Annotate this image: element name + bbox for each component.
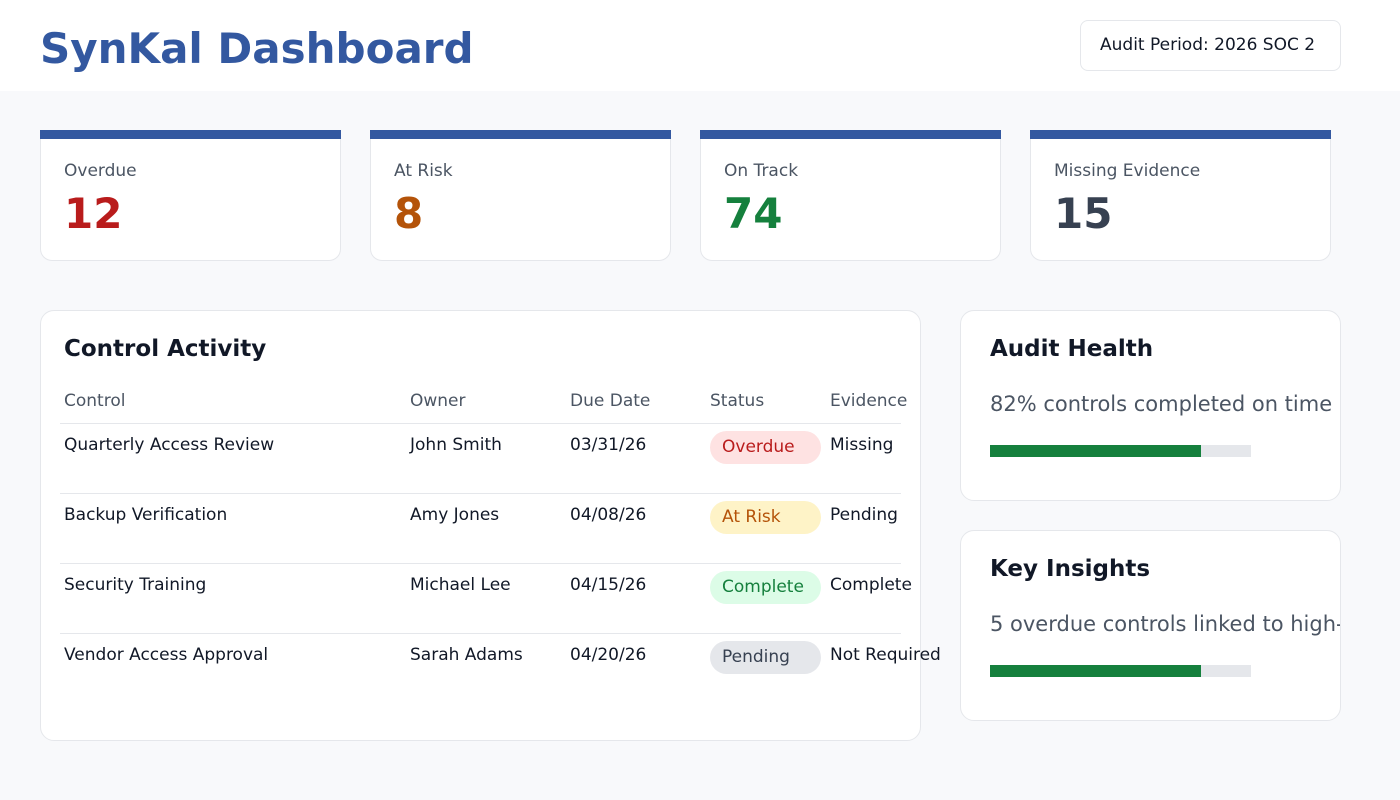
key-insights-progress-fill [990,665,1202,677]
kpi-label: Missing Evidence [1054,161,1201,181]
table-row[interactable]: Backup Verification Amy Jones 04/08/26 A… [60,493,901,563]
app-title: SynKal Dashboard [40,24,474,73]
key-insights-title: Key Insights [990,556,1151,582]
kpi-value: 15 [1054,189,1113,238]
kpi-value: 74 [724,189,783,238]
column-header-owner: Owner [410,391,466,411]
key-insights-text: 5 overdue controls linked to high-risk s… [990,612,1340,636]
audit-health-title: Audit Health [990,336,1154,362]
status-badge: Complete [710,571,821,604]
due-date-cell: 03/31/26 [570,435,647,455]
kpi-value: 8 [394,189,424,238]
control-cell: Vendor Access Approval [64,645,269,665]
owner-cell: Michael Lee [410,575,511,595]
due-date-cell: 04/20/26 [570,645,647,665]
kpi-card-overdue: Overdue 12 [40,130,341,261]
owner-cell: Amy Jones [410,505,500,525]
audit-period-selector[interactable]: Audit Period: 2026 SOC 2 [1080,20,1341,71]
kpi-accent-bar [370,130,671,139]
status-badge: Overdue [710,431,821,464]
kpi-accent-bar [700,130,1001,139]
owner-cell: Sarah Adams [410,645,523,665]
table-row[interactable]: Quarterly Access Review John Smith 03/31… [60,423,901,493]
control-activity-title: Control Activity [64,336,267,362]
evidence-cell: Missing [830,435,894,455]
status-badge: Pending [710,641,821,674]
key-insights-progress-bar [990,665,1251,677]
key-insights-card: Key Insights 5 overdue controls linked t… [960,530,1341,721]
kpi-accent-bar [40,130,341,139]
kpi-label: Overdue [64,161,137,181]
status-badge: At Risk [710,501,821,534]
evidence-cell: Not Required [830,645,941,665]
kpi-label: At Risk [394,161,453,181]
kpi-card-at-risk: At Risk 8 [370,130,671,261]
column-header-status: Status [710,391,765,411]
column-header-control: Control [64,391,126,411]
due-date-cell: 04/08/26 [570,505,647,525]
audit-health-card: Audit Health 82% controls completed on t… [960,310,1341,501]
kpi-accent-bar [1030,130,1331,139]
control-cell: Backup Verification [64,505,228,525]
kpi-value: 12 [64,189,123,238]
audit-health-progress-fill [990,445,1202,457]
owner-cell: John Smith [410,435,502,455]
header: SynKal Dashboard Audit Period: 2026 SOC … [0,0,1400,91]
column-header-due-date: Due Date [570,391,651,411]
audit-health-progress-bar [990,445,1251,457]
kpi-card-missing-evidence: Missing Evidence 15 [1030,130,1331,261]
kpi-label: On Track [724,161,799,181]
table-row[interactable]: Security Training Michael Lee 04/15/26 C… [60,563,912,633]
control-cell: Quarterly Access Review [64,435,275,455]
audit-health-text: 82% controls completed on time [990,392,1333,416]
evidence-cell: Complete [830,575,912,595]
evidence-cell: Pending [830,505,898,525]
kpi-card-on-track: On Track 74 [700,130,1001,261]
column-header-evidence: Evidence [830,391,908,411]
control-cell: Security Training [64,575,207,595]
due-date-cell: 04/15/26 [570,575,647,595]
control-activity-card: Control Activity Control Owner Due Date … [40,310,941,741]
table-row[interactable]: Vendor Access Approval Sarah Adams 04/20… [60,633,941,703]
